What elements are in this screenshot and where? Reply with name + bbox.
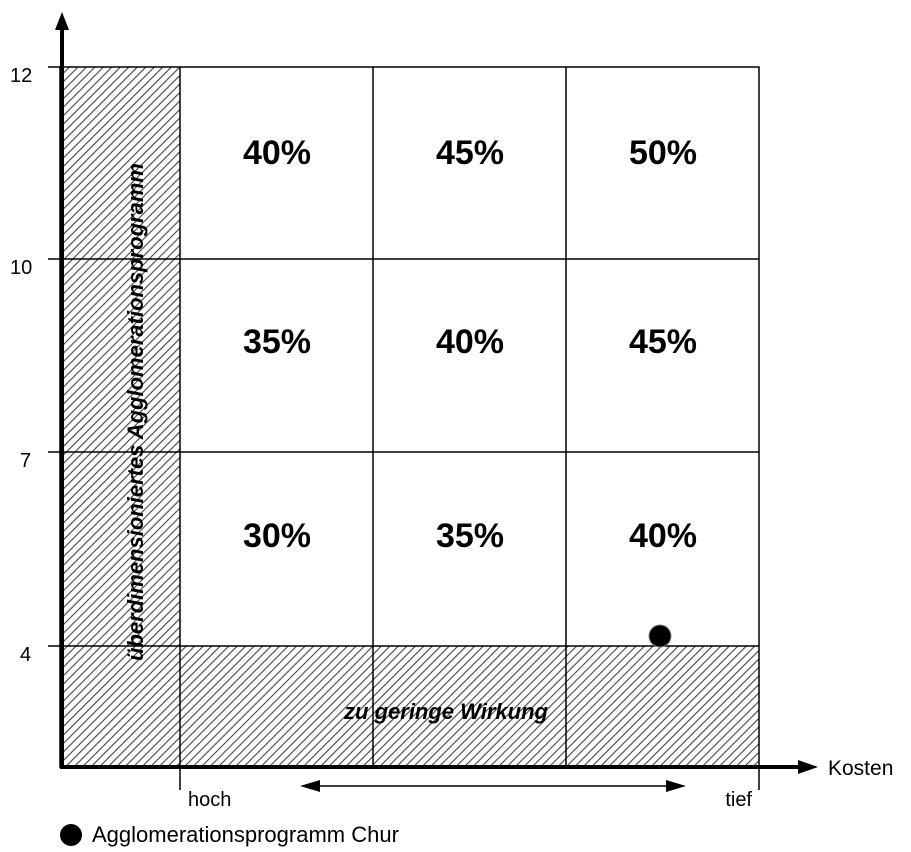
- cell-r3-c2: 35%: [436, 517, 504, 555]
- x-tick-label-hoch: hoch: [188, 789, 231, 811]
- cell-r1-c2: 45%: [436, 134, 504, 172]
- cost-range-arrowhead-right: [666, 780, 686, 792]
- cell-r2-c1: 35%: [243, 323, 311, 361]
- x-axis-arrowhead: [798, 760, 818, 774]
- y-tick-label-7: 7: [20, 450, 31, 472]
- legend: Agglomerationsprogramm Chur: [60, 822, 399, 848]
- x-axis-title: Kosten: [828, 757, 893, 780]
- cell-r2-c2: 40%: [436, 323, 504, 361]
- cell-r2-c3: 45%: [629, 323, 697, 361]
- chur-marker: [648, 624, 672, 648]
- legend-marker-icon: [60, 824, 82, 846]
- y-tick-label-12: 12: [10, 65, 32, 87]
- hatched-zone-left: [60, 67, 180, 767]
- y-axis-arrowhead: [55, 12, 69, 30]
- zone-label-left: überdimensioniertes Agglomerationsprogra…: [123, 163, 148, 661]
- legend-label: Agglomerationsprogramm Chur: [92, 822, 399, 847]
- y-tick-label-10: 10: [10, 257, 32, 279]
- cell-r3-c1: 30%: [243, 517, 311, 555]
- zone-label-bottom: zu geringe Wirkung: [343, 699, 548, 724]
- cell-r3-c3: 40%: [629, 517, 697, 555]
- hatched-zone-bottom: [180, 646, 759, 767]
- cell-r1-c1: 40%: [243, 134, 311, 172]
- cost-range-arrowhead-left: [300, 780, 320, 792]
- x-tick-label-tief: tief: [725, 789, 752, 811]
- y-tick-label-4: 4: [20, 644, 31, 666]
- cell-r1-c3: 50%: [629, 134, 697, 172]
